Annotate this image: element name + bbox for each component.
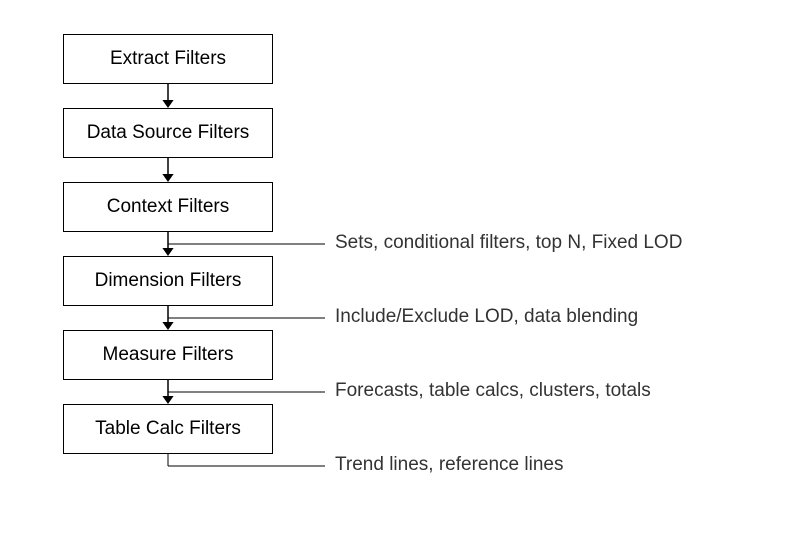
node-label: Table Calc Filters (95, 418, 241, 441)
node-context: Context Filters (63, 182, 273, 232)
annotation-text: Sets, conditional filters, top N, Fixed … (335, 232, 682, 253)
node-extract: Extract Filters (63, 34, 273, 84)
node-datasource: Data Source Filters (63, 108, 273, 158)
annotation: Include/Exclude LOD, data blending (335, 306, 638, 328)
annotation: Forecasts, table calcs, clusters, totals (335, 380, 651, 402)
node-label: Context Filters (107, 196, 229, 219)
annotation-text: Trend lines, reference lines (335, 454, 563, 475)
node-label: Dimension Filters (95, 270, 242, 293)
node-label: Extract Filters (110, 48, 226, 71)
node-tablecalc: Table Calc Filters (63, 404, 273, 454)
annotation: Sets, conditional filters, top N, Fixed … (335, 232, 682, 254)
annotation-text: Include/Exclude LOD, data blending (335, 306, 638, 327)
node-label: Data Source Filters (87, 122, 250, 145)
node-measure: Measure Filters (63, 330, 273, 380)
node-dimension: Dimension Filters (63, 256, 273, 306)
annotation: Trend lines, reference lines (335, 454, 563, 476)
annotation-text: Forecasts, table calcs, clusters, totals (335, 380, 651, 401)
node-label: Measure Filters (103, 344, 234, 367)
